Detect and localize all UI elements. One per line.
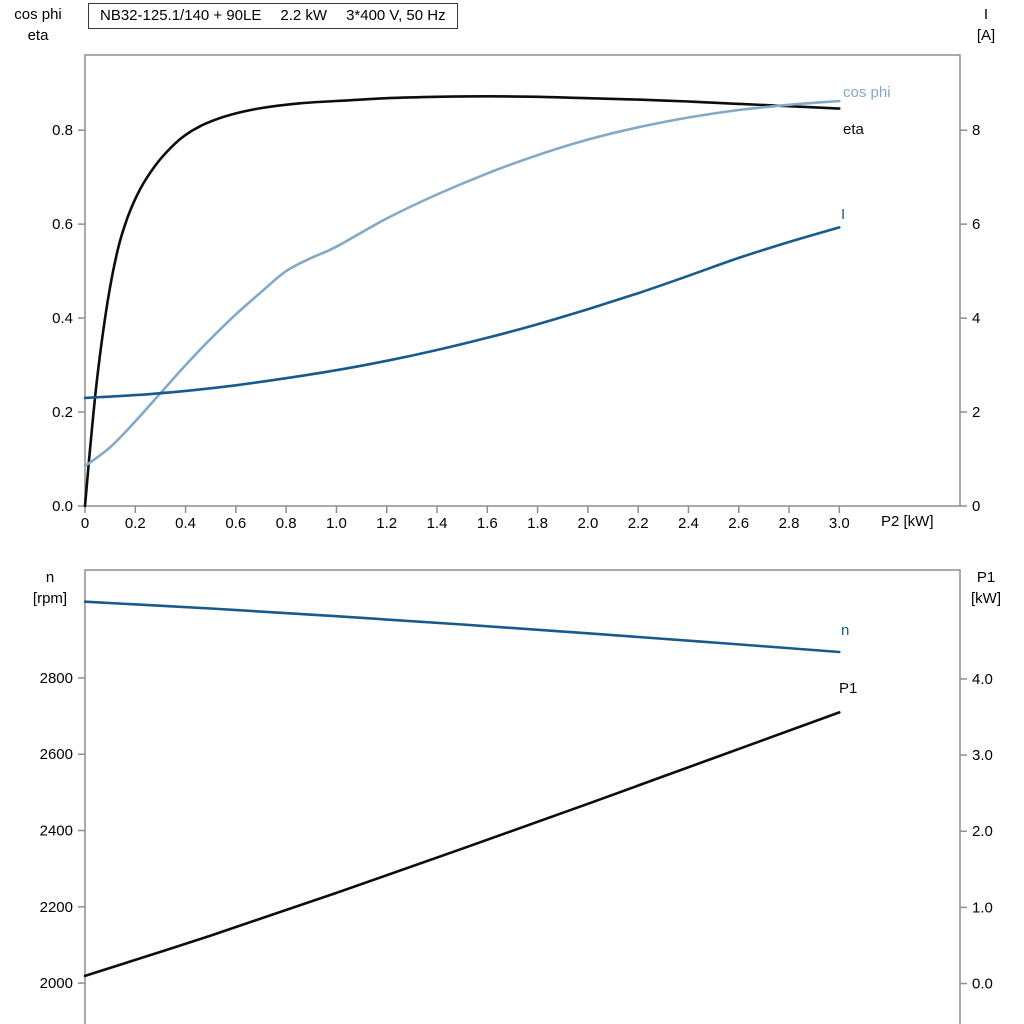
curve-i (83, 226, 841, 400)
x-axis-tick-label: 0.4 (175, 515, 196, 532)
x-axis-tick-label: 1.0 (326, 515, 347, 532)
supply-voltage-label: 3*400 V, 50 Hz (346, 7, 446, 24)
x-axis-tick-label: 1.2 (376, 515, 397, 532)
top-left-axis-label-cos-phi: cos phi (14, 6, 62, 23)
x-axis-tick-label: 0.8 (276, 515, 297, 532)
plot-frame-0 (84, 54, 961, 507)
left-axis-tick-label: 0.6 (52, 216, 73, 233)
right-axis-tick-label: 3.0 (972, 747, 993, 764)
left-axis-tick-label: 0.8 (52, 122, 73, 139)
chart-title-box: NB32-125.1/140 + 90LE 2.2 kW 3*400 V, 50 H… (88, 3, 458, 29)
left-axis-tick-label: 2800 (40, 670, 73, 687)
right-axis-tick-label: 1.0 (972, 899, 993, 916)
x-axis-tick-label: 2.0 (577, 515, 598, 532)
x-axis-tick-label: 0.2 (125, 515, 146, 532)
x-axis-tick-label: 2.2 (628, 515, 649, 532)
left-axis-tick-label: 0.4 (52, 310, 73, 327)
left-axis-tick-label: 2400 (40, 823, 73, 840)
plot-frame-1 (84, 569, 961, 1024)
bottom-left-axis-unit-rpm: [rpm] (32, 590, 68, 607)
x-axis-tick-label: 2.4 (678, 515, 699, 532)
curve-label-current: I (841, 206, 846, 223)
x-axis-tick-label: 1.4 (427, 515, 448, 532)
motor-power-label: 2.2 kW (280, 7, 328, 24)
x-axis-tick-label: 2.6 (728, 515, 749, 532)
x-axis-tick-label: 2.8 (779, 515, 800, 532)
curve-label-p1: P1 (839, 680, 858, 697)
right-axis-tick-label: 2 (972, 404, 980, 421)
left-axis-tick-label: 0.0 (52, 498, 73, 515)
right-axis-tick-label: 4.0 (972, 671, 993, 688)
x-axis-label-p2-kw: P2 [kW] (881, 513, 934, 530)
x-axis-tick-label: 0 (81, 515, 89, 532)
top-right-axis-unit-amps: [A] (976, 27, 996, 44)
right-axis-tick-label: 6 (972, 216, 980, 233)
right-axis-tick-label: 2.0 (972, 823, 993, 840)
curve-label-speed: n (841, 622, 850, 639)
bottom-right-axis-unit-kw: [kW] (971, 590, 1001, 607)
right-axis-tick-label: 0 (972, 498, 980, 515)
x-axis-tick-label: 1.8 (527, 515, 548, 532)
right-axis-tick-label: 8 (972, 122, 980, 139)
x-axis-tick-label: 0.6 (225, 515, 246, 532)
bottom-left-axis-label-speed: n (45, 569, 55, 586)
curve-label-cos-phi: cos phi (843, 84, 891, 101)
left-axis-tick-label: 2200 (40, 899, 73, 916)
right-axis-tick-label: 4 (972, 310, 980, 327)
top-right-axis-label-current: I (983, 6, 989, 23)
left-axis-tick-label: 0.2 (52, 404, 73, 421)
left-axis-tick-label: 2600 (40, 746, 73, 763)
x-axis-tick-label: 1.6 (477, 515, 498, 532)
curve-eta (83, 95, 841, 508)
top-left-axis-label-eta: eta (27, 27, 49, 44)
pump-model-label: NB32-125.1/140 + 90LE (100, 7, 262, 24)
bottom-right-axis-label-p1: P1 (976, 569, 996, 586)
curve-label-eta: eta (843, 121, 864, 138)
curve-p1 (83, 711, 841, 978)
curve-cos-phi (83, 99, 841, 468)
x-axis-tick-label: 3.0 (829, 515, 850, 532)
left-axis-tick-label: 2000 (40, 975, 73, 992)
right-axis-tick-label: 0.0 (972, 976, 993, 993)
curve-n (83, 600, 841, 654)
